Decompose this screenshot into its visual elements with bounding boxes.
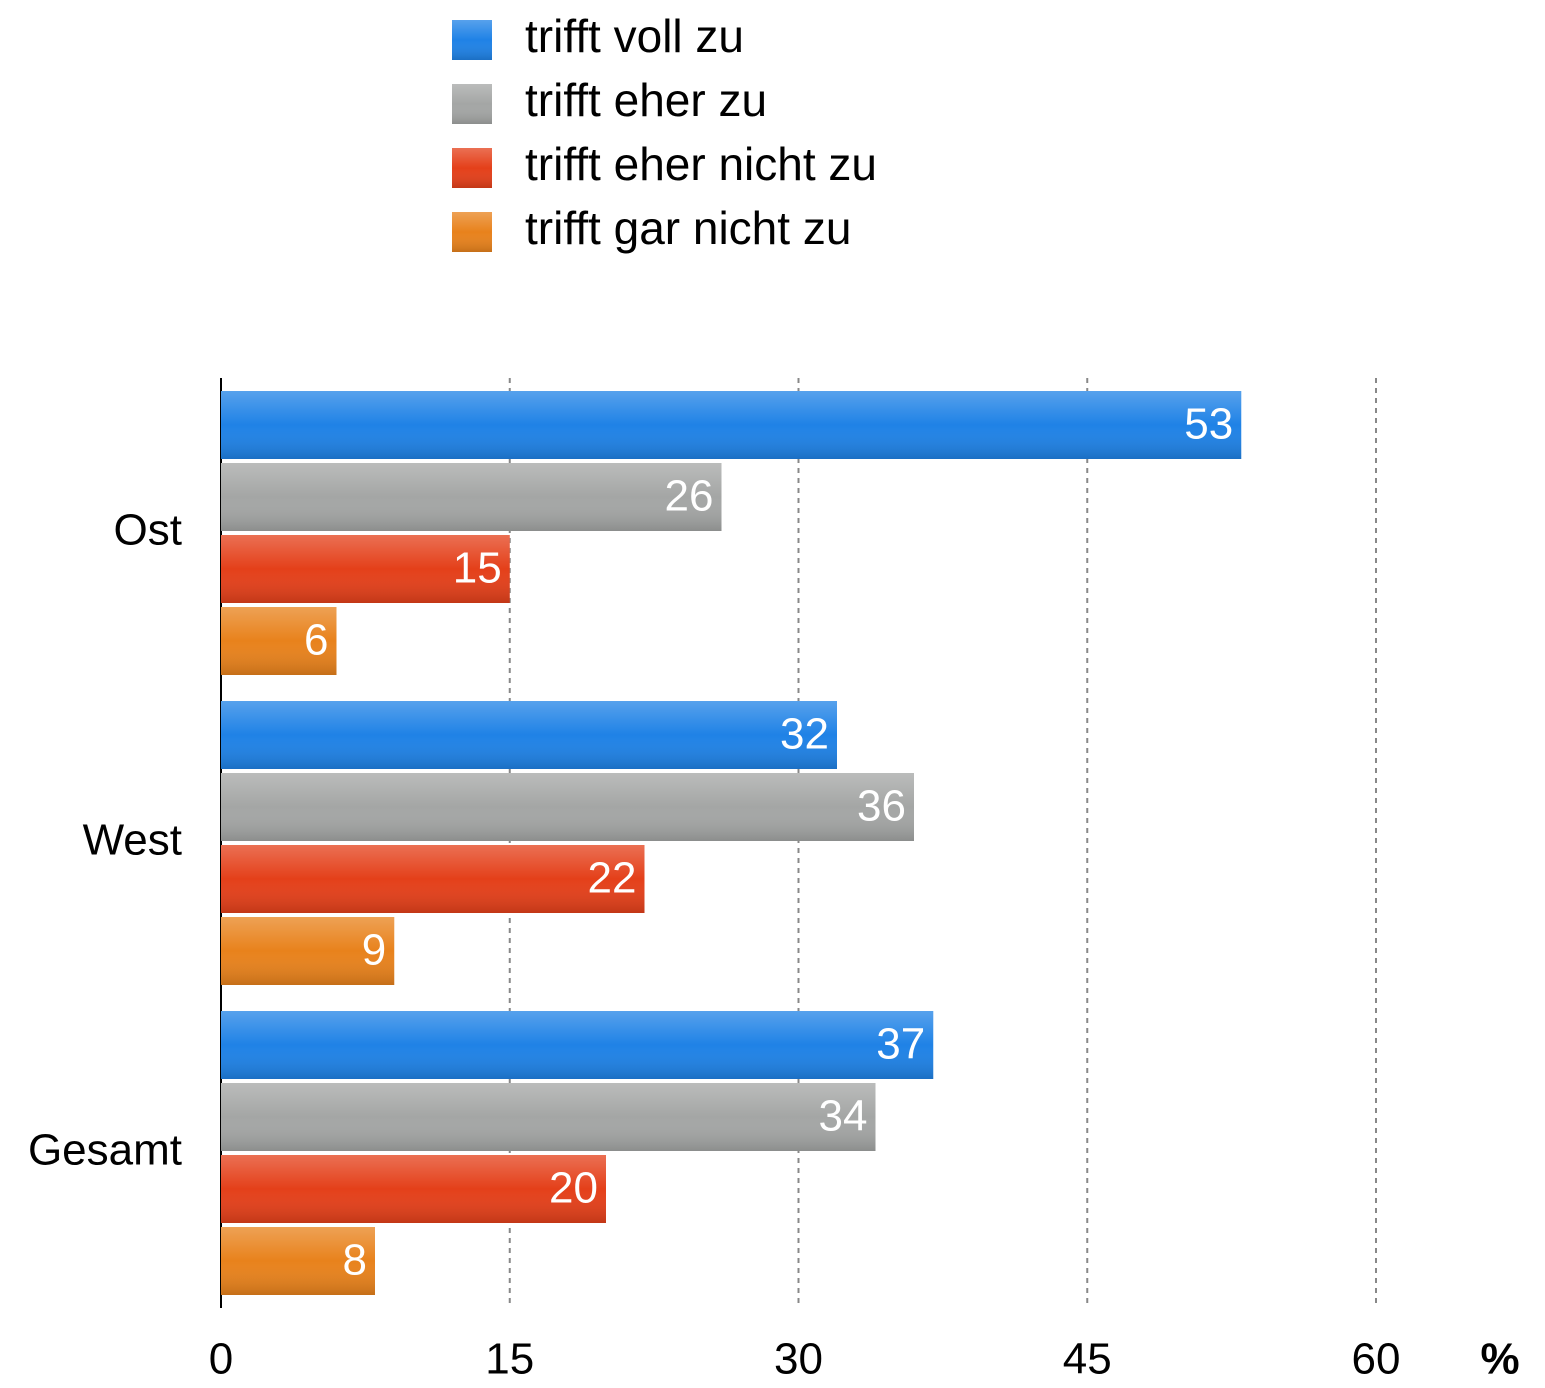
x-tick-label: 0 (209, 1335, 233, 1384)
bar-shade (221, 1011, 934, 1079)
bar-shade (221, 701, 837, 769)
legend-swatch-shade (452, 84, 492, 124)
legend-swatch-shade (452, 148, 492, 188)
bar-shade (221, 1083, 876, 1151)
bar-shade (221, 535, 510, 603)
value-label: 15 (453, 544, 502, 593)
value-label: 22 (588, 854, 637, 903)
value-label: 9 (362, 926, 386, 975)
bar-shade (221, 845, 645, 913)
x-axis-label: % (1480, 1335, 1519, 1384)
y-tick-label: West (83, 816, 182, 865)
bar-shade (221, 1155, 606, 1223)
legend-label: trifft gar nicht zu (525, 202, 851, 254)
legend-label: trifft voll zu (525, 10, 744, 62)
legend-label: trifft eher zu (525, 74, 767, 126)
x-tick-label: 15 (485, 1335, 534, 1384)
bar-shade (221, 463, 722, 531)
value-label: 37 (876, 1020, 925, 1069)
value-label: 32 (780, 710, 829, 759)
x-tick-label: 45 (1063, 1335, 1112, 1384)
y-tick-label: Gesamt (28, 1126, 182, 1175)
x-tick-label: 30 (774, 1335, 823, 1384)
bar-shade (221, 773, 914, 841)
bar-shade (221, 607, 337, 675)
value-label: 20 (549, 1164, 598, 1213)
bar-shade (221, 391, 1242, 459)
legend-swatch-shade (452, 212, 492, 252)
legend-swatch-shade (452, 20, 492, 60)
value-label: 34 (819, 1092, 868, 1141)
bar-shade (221, 1227, 375, 1295)
value-label: 36 (857, 782, 906, 831)
x-tick-label: 60 (1352, 1335, 1401, 1384)
legend-label: trifft eher nicht zu (525, 138, 877, 190)
bar-shade (221, 917, 395, 985)
value-label: 8 (343, 1236, 367, 1285)
value-label: 6 (304, 616, 328, 665)
value-label: 53 (1184, 400, 1233, 449)
y-tick-label: Ost (114, 506, 182, 555)
value-label: 26 (665, 472, 714, 521)
